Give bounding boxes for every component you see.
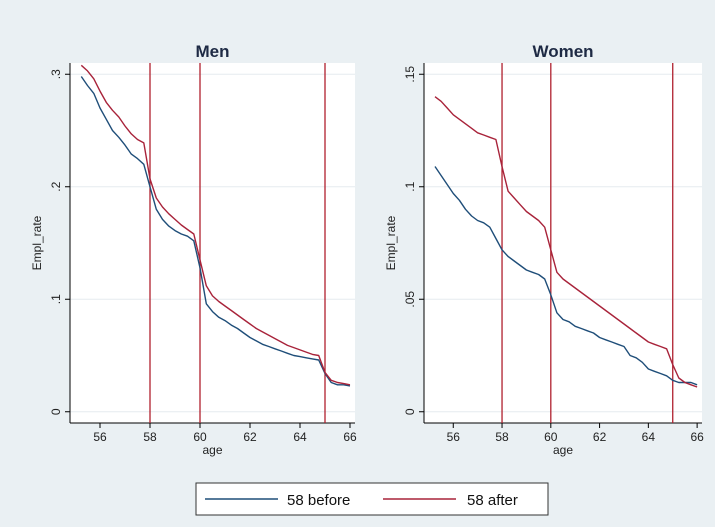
x-axis-title: age [202, 443, 222, 457]
legend-label-58-before: 58 before [287, 492, 350, 509]
y-tick-label: .1 [403, 181, 417, 191]
x-tick-label: 62 [243, 430, 257, 444]
x-tick-label: 64 [293, 430, 307, 444]
series-line-58-after [434, 96, 698, 388]
x-tick-label: 62 [593, 430, 607, 444]
x-tick-label: 66 [343, 430, 357, 444]
series-line-58-before [80, 76, 351, 387]
x-tick-label: 60 [544, 430, 558, 444]
plot-area [70, 63, 355, 423]
panel-title: Men [196, 42, 230, 61]
y-tick-label: .3 [49, 69, 63, 79]
x-tick-label: 58 [143, 430, 157, 444]
series-line-58-after [80, 64, 351, 386]
y-axis-title: Empl_rate [30, 215, 44, 270]
legend: 58 before 58 after [195, 482, 549, 516]
panel-title: Women [532, 42, 593, 61]
x-tick-label: 64 [642, 430, 656, 444]
x-tick-label: 60 [193, 430, 207, 444]
y-tick-label: .05 [403, 291, 417, 308]
y-tick-label: 0 [49, 408, 63, 415]
x-axis-title: age [553, 443, 573, 457]
x-tick-label: 56 [447, 430, 461, 444]
y-axis-title: Empl_rate [384, 215, 398, 270]
panel-women: Women 0 .05 .1 .15 56 58 60 62 64 66 age Empl_rate [384, 42, 704, 457]
x-tick-label: 58 [495, 430, 509, 444]
series-line-58-before [434, 166, 698, 386]
legend-label-58-after: 58 after [467, 492, 518, 509]
x-tick-label: 56 [93, 430, 107, 444]
y-tick-label: .15 [403, 66, 417, 83]
y-tick-label: 0 [403, 408, 417, 415]
panel-men: Men 0 .1 .2 .3 56 58 60 62 64 66 age Empl_rate [30, 42, 357, 457]
x-tick-label: 66 [690, 430, 704, 444]
y-tick-label: .1 [49, 294, 63, 304]
plot-area [424, 63, 702, 423]
y-tick-label: .2 [49, 181, 63, 191]
